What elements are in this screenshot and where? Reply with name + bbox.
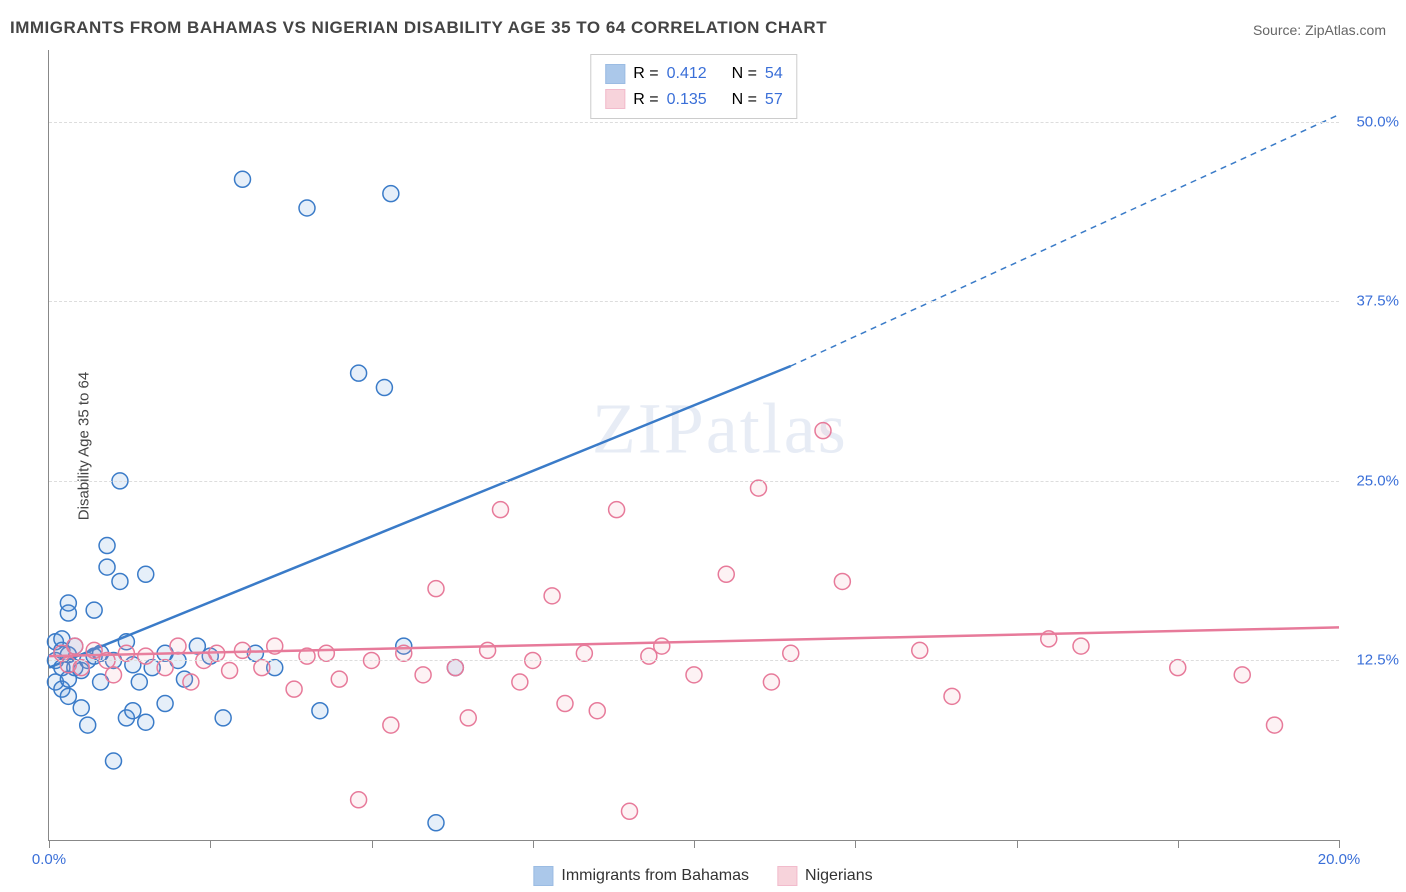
ytick-label: 12.5% xyxy=(1356,652,1399,669)
ytick-label: 37.5% xyxy=(1356,293,1399,310)
ytick-label: 25.0% xyxy=(1356,472,1399,489)
legend-item-nigerians: Nigerians xyxy=(777,866,873,886)
ytick-label: 50.0% xyxy=(1356,113,1399,130)
xtick-label: 0.0% xyxy=(32,851,66,868)
xtick-label: 20.0% xyxy=(1318,851,1361,868)
swatch-nigerians-bottom xyxy=(777,866,797,886)
legend-item-bahamas: Immigrants from Bahamas xyxy=(533,866,749,886)
chart-title: IMMIGRANTS FROM BAHAMAS VS NIGERIAN DISA… xyxy=(10,18,827,38)
source-attribution: Source: ZipAtlas.com xyxy=(1253,22,1386,38)
swatch-bahamas-bottom xyxy=(533,866,553,886)
source-label: Source: xyxy=(1253,22,1305,38)
plot-area: ZIPatlas R = 0.412 N = 54 R = 0.135 N = … xyxy=(48,50,1339,841)
scatter-svg xyxy=(49,50,1339,840)
series-legend: Immigrants from Bahamas Nigerians xyxy=(533,866,872,886)
legend-label-nigerians: Nigerians xyxy=(805,867,873,885)
legend-label-bahamas: Immigrants from Bahamas xyxy=(561,867,749,885)
source-name: ZipAtlas.com xyxy=(1305,22,1386,38)
